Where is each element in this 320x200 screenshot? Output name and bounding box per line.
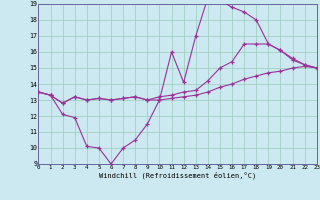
X-axis label: Windchill (Refroidissement éolien,°C): Windchill (Refroidissement éolien,°C) (99, 171, 256, 179)
